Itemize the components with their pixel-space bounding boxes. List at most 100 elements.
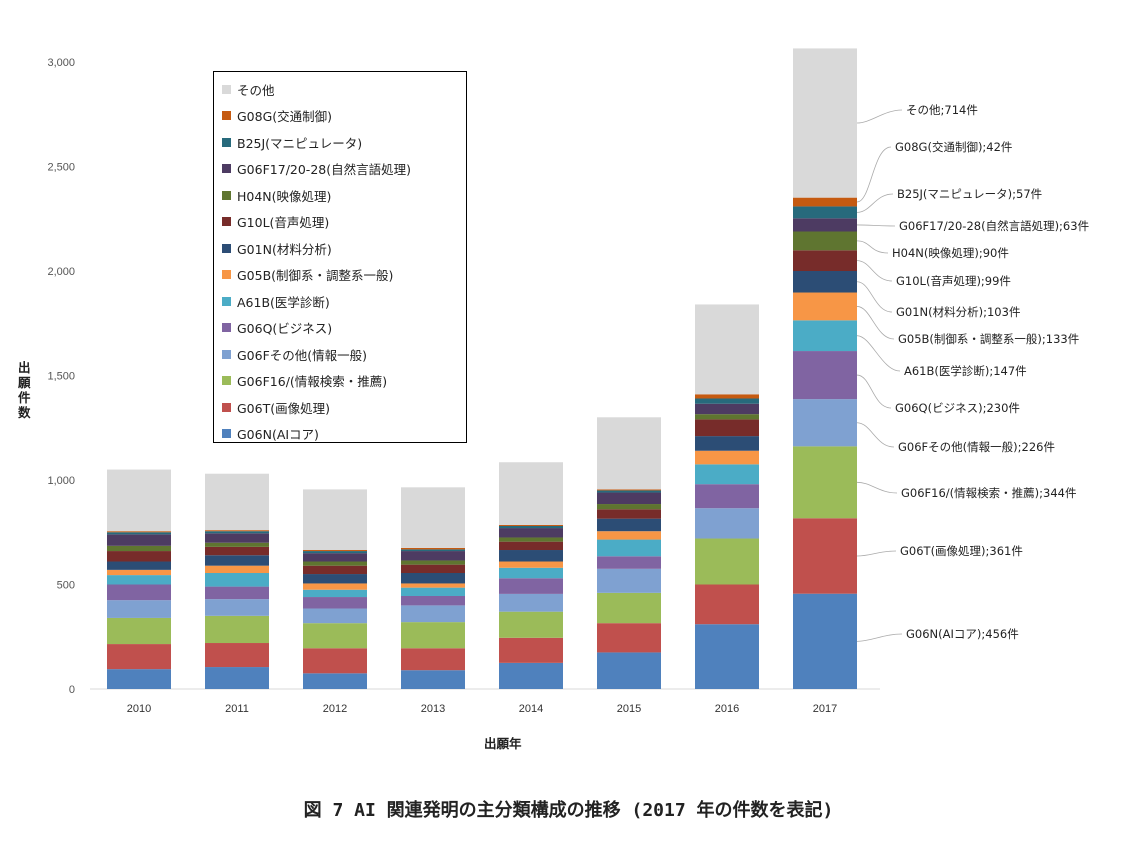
legend-item: A61B(医学診断) <box>222 288 458 315</box>
legend-label: G06Q(ビジネス) <box>237 321 333 337</box>
data-label-2017: G06N(AIコア);456件 <box>906 627 1019 641</box>
bar-segment <box>401 560 465 565</box>
bar-segment <box>793 351 857 400</box>
y-tick-label: 0 <box>69 684 75 696</box>
legend-item: G10L(音声処理) <box>222 209 458 236</box>
bar-segment <box>499 578 563 594</box>
x-tick-label: 2015 <box>617 703 641 715</box>
y-tick-label: 2,500 <box>47 162 75 174</box>
bar-segment <box>695 450 759 465</box>
bar-segment <box>793 250 857 271</box>
leader-line <box>856 109 903 124</box>
bar-segment <box>499 567 563 579</box>
bar-segment <box>303 623 367 649</box>
leader-line <box>856 193 894 213</box>
leader-line <box>856 224 896 227</box>
data-label-2017: G01N(材料分析);103件 <box>896 305 1020 319</box>
bar-segment <box>597 509 661 519</box>
legend-item: G06F16/(情報検索・推薦) <box>222 368 458 395</box>
bar-segment <box>205 565 269 574</box>
bar-segment <box>107 584 171 601</box>
bar-segment <box>303 551 367 554</box>
bar-segment <box>695 436 759 451</box>
bar-segment <box>597 556 661 569</box>
y-tick-label: 500 <box>57 580 75 592</box>
bar-segment <box>401 583 465 588</box>
bar-segment <box>597 531 661 540</box>
bar-segment <box>107 669 171 689</box>
legend-swatch <box>222 190 231 200</box>
legend-item: G06F17/20-28(自然言語処理) <box>222 156 458 183</box>
bar-segment <box>303 550 367 552</box>
data-label-2017: B25J(マニピュレータ);57件 <box>897 187 1042 201</box>
data-label-2017: G06F17/20-28(自然言語処理);63件 <box>899 219 1089 233</box>
x-tick-label: 2013 <box>421 703 445 715</box>
leader-line <box>856 260 893 282</box>
leader-line <box>856 422 895 448</box>
data-label-2017: G06T(画像処理);361件 <box>900 544 1023 558</box>
bar-segment <box>205 473 269 531</box>
bar-segment <box>107 532 171 535</box>
legend-swatch <box>222 376 231 386</box>
legend-label: G01N(材料分析) <box>237 241 332 257</box>
legend-item: G05B(制御系・調整系一般) <box>222 262 458 289</box>
bar-segment <box>793 320 857 352</box>
leader-line <box>856 306 895 340</box>
x-tick-label: 2017 <box>813 703 837 715</box>
bar-segment <box>695 624 759 689</box>
bar-segment <box>597 592 661 624</box>
legend-label: H04N(映像処理) <box>237 188 332 204</box>
x-tick-label: 2011 <box>225 703 249 715</box>
leader-line <box>856 281 893 313</box>
chart-legend: その他 G08G(交通制御) B25J(マニピュレータ) G06F17/20-28(自… <box>213 71 467 443</box>
bar-segment <box>597 518 661 532</box>
bar-segment <box>793 271 857 293</box>
x-tick-label: 2014 <box>519 703 543 715</box>
bar-segment <box>107 545 171 552</box>
bar-segment <box>401 605 465 623</box>
bar-segment <box>401 547 465 550</box>
bar-segment <box>205 542 269 547</box>
bar-segment <box>499 462 563 525</box>
y-tick-label: 1,000 <box>47 475 75 487</box>
bar-segment <box>205 555 269 566</box>
leader-line <box>856 481 898 494</box>
bar-segment <box>695 538 759 585</box>
bar-segment <box>303 553 367 562</box>
bar-segment <box>303 574 367 584</box>
legend-swatch <box>222 217 231 227</box>
bar-segment <box>107 551 171 562</box>
bar-segment <box>695 304 759 395</box>
bar-segment <box>499 528 563 538</box>
bar-segment <box>401 587 465 596</box>
legend-label: G10L(音声処理) <box>237 215 330 231</box>
bar-segment <box>597 539 661 557</box>
bar-segment <box>499 541 563 551</box>
data-label-2017: G10L(音声処理);99件 <box>896 274 1011 288</box>
bar-segment <box>499 561 563 568</box>
bar-segment <box>303 561 367 566</box>
bar-segment <box>107 531 171 533</box>
legend-swatch <box>222 243 231 253</box>
legend-item: G06N(AIコア) <box>222 421 458 448</box>
bar-segment <box>107 644 171 670</box>
bar-segment <box>499 550 563 562</box>
bar-segment <box>401 551 465 561</box>
leader-line <box>856 240 889 254</box>
data-label-2017: G06Fその他(情報一般);226件 <box>898 440 1055 454</box>
bar-segment <box>303 583 367 590</box>
x-axis-title: 出願年 <box>484 736 522 751</box>
bar-segment <box>793 593 857 689</box>
bar-segment <box>303 589 367 598</box>
bar-segment <box>695 398 759 404</box>
data-label-2017: G05B(制御系・調整系一般);133件 <box>898 332 1079 346</box>
y-tick-label: 1,500 <box>47 371 75 383</box>
bar-segment <box>205 586 269 600</box>
bar-segment <box>793 399 857 447</box>
bar-segment <box>793 231 857 251</box>
bar-segment <box>205 667 269 689</box>
bar-segment <box>793 48 857 198</box>
legend-swatch <box>222 429 231 439</box>
bar-segment <box>303 673 367 689</box>
leader-line <box>856 550 897 557</box>
